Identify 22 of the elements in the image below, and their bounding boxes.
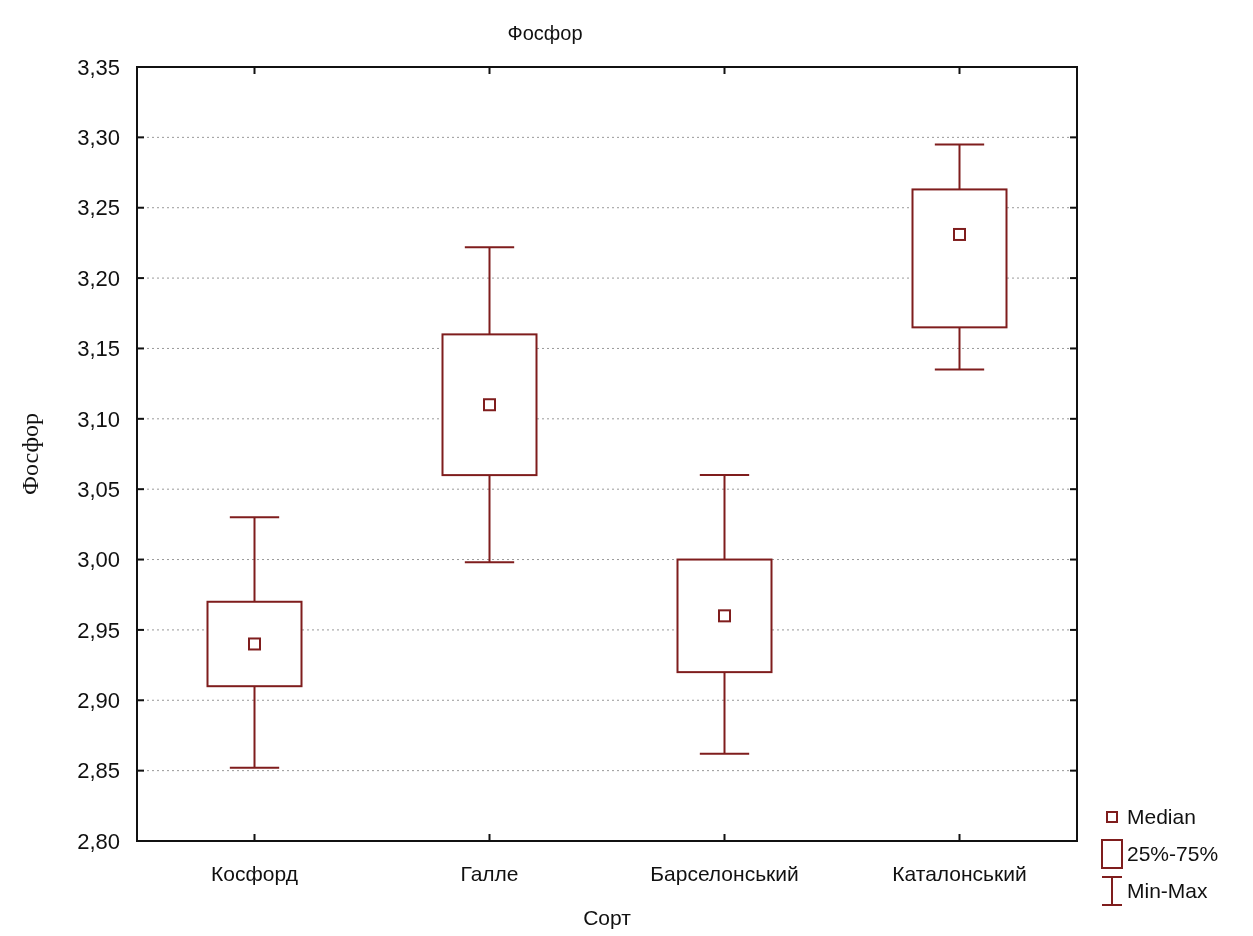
y-tick-label: 3,15 <box>77 336 120 362</box>
x-tick-label: Галле <box>460 862 519 885</box>
y-tick-label: 2,90 <box>77 687 120 713</box>
y-tick-label: 3,25 <box>77 195 120 221</box>
y-tick-label: 2,85 <box>77 758 120 784</box>
y-tick-label: 3,10 <box>77 406 120 432</box>
y-tick-label: 3,35 <box>77 54 120 80</box>
y-tick-label: 3,05 <box>77 476 120 502</box>
chart-title: Фосфор <box>507 22 583 44</box>
y-tick-label: 3,20 <box>77 265 120 291</box>
text: 25%-75% <box>1127 842 1219 866</box>
y-tick-label: 3,00 <box>77 547 120 573</box>
y-axis-title: Фосфор <box>17 412 43 496</box>
x-tick-label: Косфорд <box>211 862 298 885</box>
y-tick-label: 2,80 <box>77 828 120 854</box>
y-tick-label: 2,95 <box>77 617 120 643</box>
x-tick-label: Каталонський <box>892 862 1027 885</box>
y-tick-label: 3,30 <box>77 125 120 151</box>
text: Min-Max <box>1127 879 1208 903</box>
x-axis-title: Сорт <box>583 906 632 929</box>
x-tick-label: Барселонський <box>650 862 799 885</box>
text: Median <box>1127 805 1196 829</box>
